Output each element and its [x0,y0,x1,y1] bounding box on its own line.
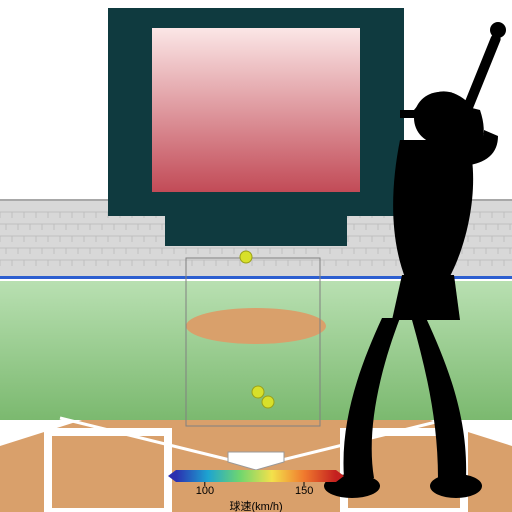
speed-colorbar [176,470,336,482]
colorbar-title: 球速(km/h) [230,498,283,512]
colorbar-tick-1: 150 [295,485,313,497]
pitch-marker [262,396,274,408]
pitch-marker [240,251,252,263]
scene-svg [0,0,512,512]
pitchers-mound [186,308,326,344]
scoreboard-screen [152,28,360,192]
scoreboard-leg [165,216,347,246]
colorbar-tick-0: 100 [196,485,214,497]
pitch-location-chart: 100 150 球速(km/h) [0,0,512,512]
pitch-marker [252,386,264,398]
